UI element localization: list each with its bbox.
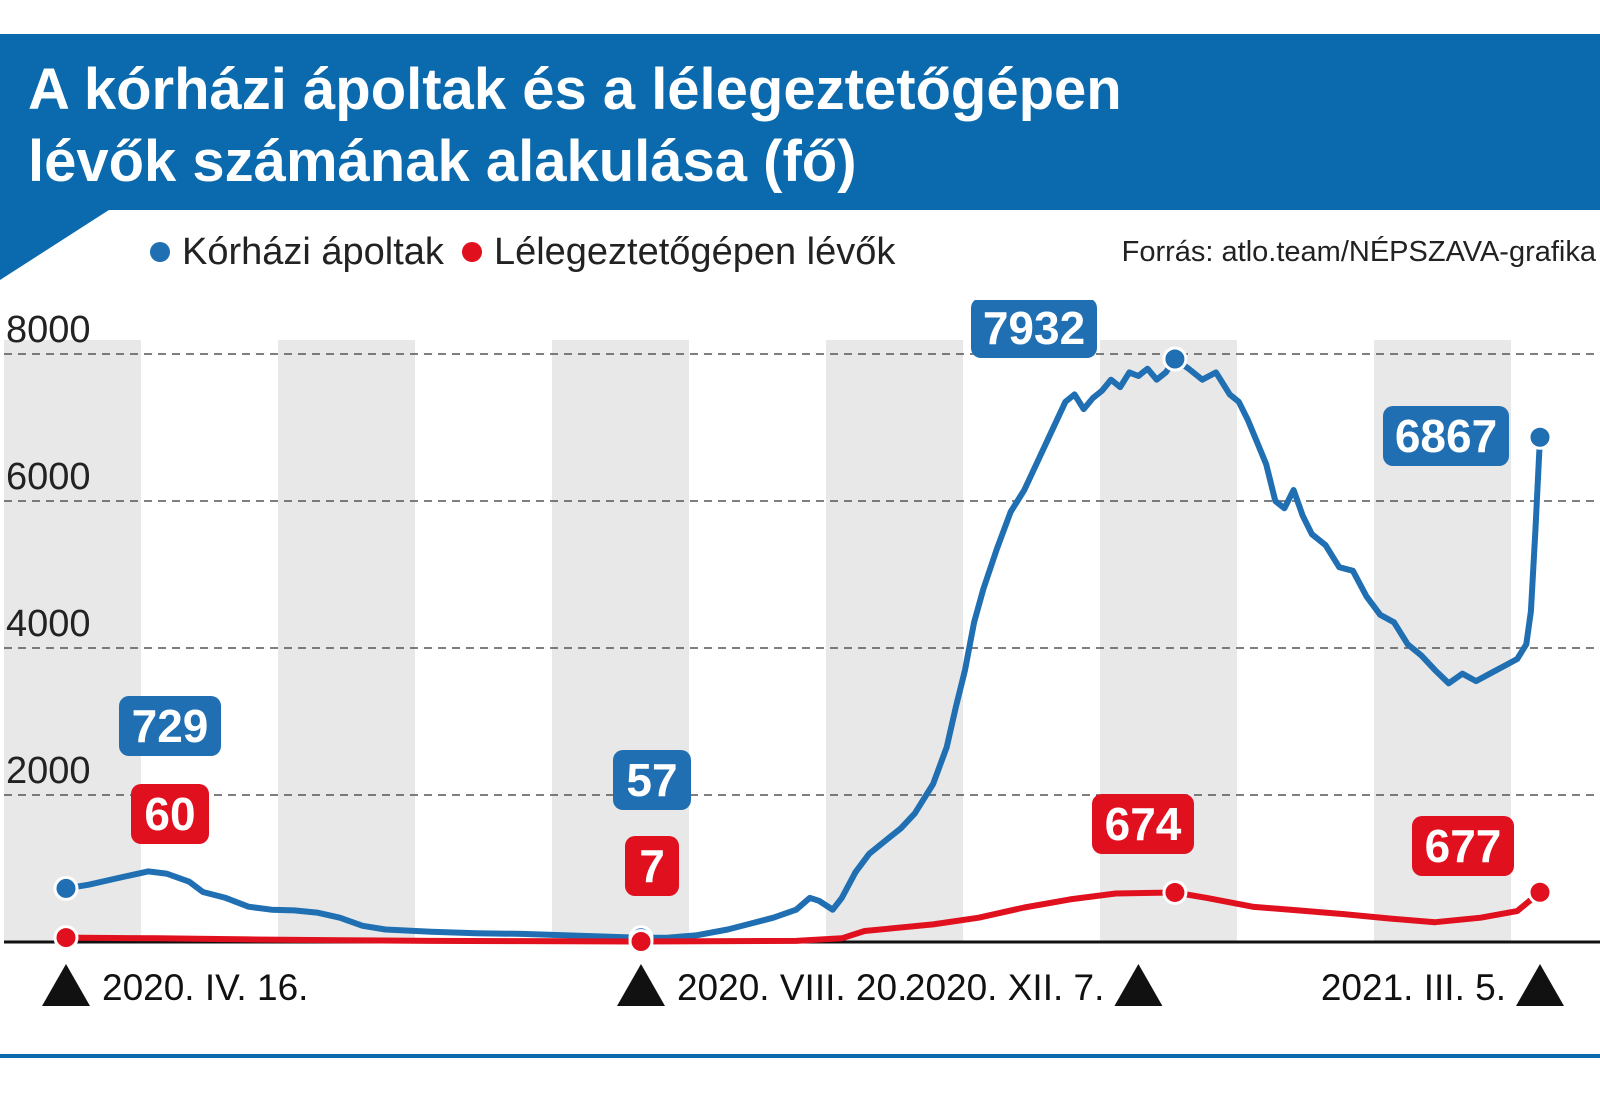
data-label-box xyxy=(971,300,1097,358)
y-tick-label: 8000 xyxy=(6,309,91,351)
data-label: 57 xyxy=(626,754,677,806)
title-bar xyxy=(0,34,1600,210)
data-label: 7 xyxy=(639,840,665,892)
legend-item-ventilated: Lélegeztetőgépen lévők xyxy=(461,230,896,274)
data-point-marker xyxy=(1162,879,1188,905)
x-date-label: 2020. VIII. 20. xyxy=(677,967,907,1008)
data-label-box xyxy=(119,696,221,756)
title-notch xyxy=(0,208,112,280)
x-date-label: 2020. IV. 16. xyxy=(102,967,308,1008)
legend-red-dot-icon xyxy=(461,242,482,262)
line-chart: 8000 6000 4000 2000 729 60 57 7 7932 674 6867 677 20… xyxy=(4,300,1600,1008)
chart-title-line-1: A kórházi ápoltak és a lélegeztetőgépen xyxy=(28,57,1122,122)
data-label-box xyxy=(1412,816,1514,876)
data-point-marker xyxy=(53,875,79,901)
x-date-label: 2021. III. 5. xyxy=(1321,967,1506,1008)
data-point-marker xyxy=(1527,424,1553,450)
data-label-box xyxy=(1383,406,1509,466)
data-point-marker xyxy=(53,925,79,951)
y-tick-label: 2000 xyxy=(6,750,91,792)
date-marker-triangle-icon xyxy=(1516,964,1564,1006)
y-tick-label: 6000 xyxy=(6,456,91,498)
data-label-box xyxy=(1092,794,1194,854)
legend: Kórházi ápoltak Lélegeztetőgépen lévők xyxy=(150,230,913,274)
data-label-box xyxy=(613,750,691,810)
legend-blue-dot-icon xyxy=(150,242,170,262)
date-marker-triangle-icon xyxy=(42,964,90,1006)
data-label: 6867 xyxy=(1395,410,1497,462)
chart-title-line-2: lévők számának alakulása (fő) xyxy=(28,129,857,194)
source-note: Forrás: atlo.team/NÉPSZAVA-grafika xyxy=(1121,236,1596,268)
legend-label-hospitalized: Kórházi ápoltak xyxy=(182,230,444,273)
data-label-box xyxy=(625,836,679,896)
data-label: 7932 xyxy=(983,302,1085,354)
data-label: 674 xyxy=(1105,798,1182,850)
legend-label-ventilated: Lélegeztetőgépen lévők xyxy=(493,230,896,273)
bottom-rule xyxy=(0,1054,1600,1058)
data-label: 60 xyxy=(144,788,195,840)
series-line-ventilated xyxy=(63,889,1543,945)
data-point-marker xyxy=(1162,346,1188,372)
legend-item-hospitalized: Kórházi ápoltak xyxy=(150,231,444,274)
data-label: 729 xyxy=(132,700,209,752)
data-label: 677 xyxy=(1425,820,1502,872)
date-marker-triangle-icon xyxy=(1114,964,1163,1006)
background-band xyxy=(278,340,415,942)
series-line-hospitalized xyxy=(63,356,1543,941)
date-marker-triangle-icon xyxy=(616,964,665,1006)
data-label-box xyxy=(131,784,209,844)
background-band xyxy=(826,340,963,942)
data-point-marker xyxy=(1527,879,1553,905)
x-date-label: 2020. XII. 7. xyxy=(905,967,1105,1008)
background-band xyxy=(4,340,141,942)
y-tick-label: 4000 xyxy=(6,603,91,645)
data-point-marker xyxy=(628,928,654,954)
